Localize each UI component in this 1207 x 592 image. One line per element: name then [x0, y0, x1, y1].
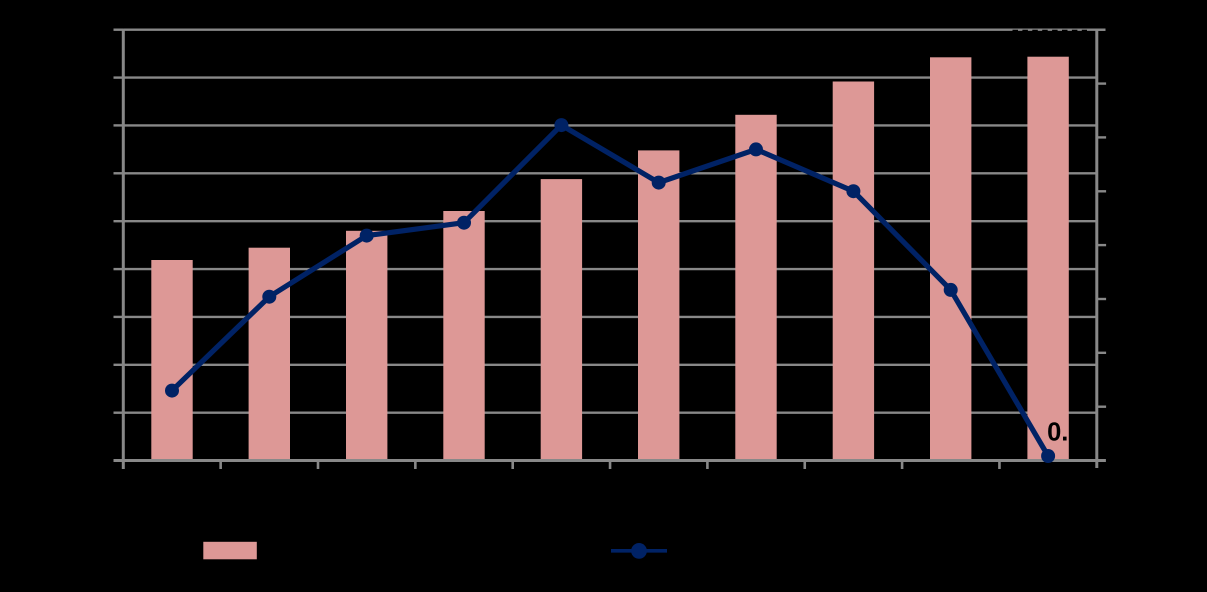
svg-text:0.1: 0.1	[1047, 418, 1082, 446]
